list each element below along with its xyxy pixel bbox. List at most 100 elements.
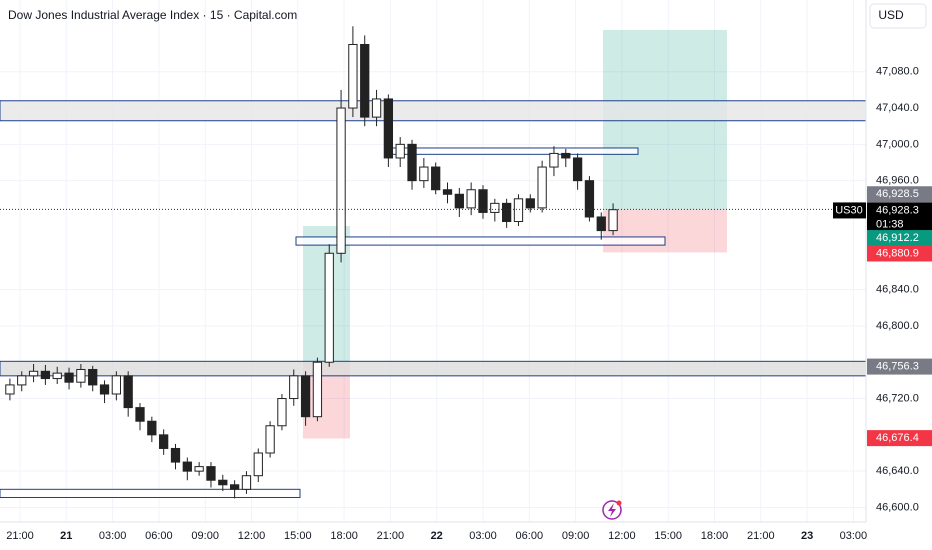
candle-body — [431, 166, 441, 191]
candle-body — [454, 193, 464, 209]
candle-body — [111, 375, 121, 395]
x-tick-label: 09:00 — [191, 530, 219, 542]
candle-body — [596, 216, 606, 232]
candle-body — [608, 209, 618, 232]
price-badge — [867, 430, 932, 447]
candle-body — [525, 198, 535, 209]
candle-body — [478, 189, 488, 213]
candle-body — [300, 375, 311, 418]
price-zone — [0, 360, 867, 377]
y-tick-label: 47,000.0 — [876, 138, 919, 150]
price-zone — [0, 488, 301, 498]
candle-body — [194, 466, 204, 472]
y-tick-label: 47,080.0 — [876, 66, 919, 78]
candle-body — [265, 425, 275, 454]
candle-body — [218, 479, 228, 486]
y-tick-label: 46,600.0 — [876, 501, 919, 513]
candle-body — [336, 107, 346, 254]
price-zone — [295, 236, 666, 246]
x-tick-label: 21 — [60, 530, 72, 542]
candle-body — [229, 484, 240, 490]
candle-body — [5, 384, 15, 395]
x-tick-label: 18:00 — [701, 530, 729, 542]
y-tick-label: 46,960.0 — [876, 175, 919, 187]
x-tick-label: 21:00 — [6, 530, 34, 542]
price-badge — [867, 245, 932, 262]
candle-body — [513, 198, 524, 223]
y-tick-label: 46,640.0 — [876, 465, 919, 477]
price-badge-label: 46,928.3 — [876, 204, 919, 216]
alert-dot — [616, 500, 622, 506]
candle-body — [490, 202, 500, 213]
symbol-badge — [833, 202, 866, 219]
candle-body — [383, 98, 394, 159]
candle-body — [277, 398, 287, 427]
x-tick-label: 03:00 — [840, 530, 868, 542]
price-zone — [384, 147, 639, 155]
countdown: 01:38 — [876, 218, 904, 230]
price-zone — [0, 100, 867, 122]
candle-body — [584, 180, 595, 218]
candle-body — [253, 452, 263, 477]
candle-body — [241, 475, 252, 490]
x-tick-label: 09:00 — [562, 530, 590, 542]
candle-body — [407, 143, 417, 182]
y-tick-label: 46,720.0 — [876, 392, 919, 404]
candle-body — [348, 43, 358, 109]
alert-icon[interactable] — [602, 500, 622, 520]
candle-body — [572, 157, 583, 182]
x-tick-label: 12:00 — [608, 530, 636, 542]
price-badge — [867, 230, 932, 247]
x-tick-label: 18:00 — [330, 530, 358, 542]
x-tick-label: 21:00 — [747, 530, 775, 542]
x-tick-label: 15:00 — [284, 530, 312, 542]
alert-circle — [602, 500, 622, 520]
candle-body — [371, 98, 382, 118]
candle-body — [135, 407, 145, 422]
candle-body — [40, 370, 51, 380]
chart-title: Dow Jones Industrial Average Index · 15 … — [8, 8, 297, 22]
candle-body — [170, 447, 181, 463]
x-tick-label: 03:00 — [469, 530, 497, 542]
candle-body — [123, 375, 133, 409]
candle-body — [466, 189, 476, 209]
price-badge-label: 46,676.4 — [876, 432, 919, 444]
x-tick-label: 12:00 — [238, 530, 266, 542]
candle-body — [28, 370, 39, 377]
candle-body — [52, 372, 62, 380]
candle-body — [76, 368, 86, 383]
candle-body — [360, 43, 370, 118]
alert-bolt — [608, 503, 616, 517]
x-tick-label: 06:00 — [145, 530, 173, 542]
x-tick-label: 23 — [801, 530, 813, 542]
loss-zone — [603, 209, 727, 253]
price-badge-label: 46,756.3 — [876, 360, 919, 372]
x-tick-label: 06:00 — [516, 530, 544, 542]
currency-button[interactable] — [869, 3, 927, 29]
price-badge — [867, 358, 932, 375]
candle-body — [442, 189, 453, 195]
x-tick-label: 03:00 — [99, 530, 127, 542]
price-badge — [867, 186, 932, 203]
x-tick-label: 22 — [431, 530, 443, 542]
candle-body — [64, 372, 74, 383]
candle-body — [182, 461, 192, 472]
price-badge-label: 46,928.5 — [876, 188, 919, 200]
candle-body — [395, 143, 405, 159]
currency-label[interactable]: USD — [878, 8, 904, 22]
candle-body — [17, 375, 27, 386]
candle-body — [537, 166, 547, 209]
candle-body — [561, 152, 571, 159]
candle-body — [324, 252, 334, 363]
price-badge-label: 46,912.2 — [876, 232, 919, 244]
x-tick-label: 21:00 — [377, 530, 405, 542]
y-tick-label: 46,800.0 — [876, 320, 919, 332]
candle-body — [312, 361, 323, 418]
candle-body — [289, 375, 299, 400]
y-tick-label: 47,040.0 — [876, 102, 919, 114]
price-badge — [867, 202, 932, 233]
candle-body — [206, 466, 216, 481]
y-tick-label: 46,840.0 — [876, 284, 919, 296]
candle-body — [419, 166, 429, 182]
